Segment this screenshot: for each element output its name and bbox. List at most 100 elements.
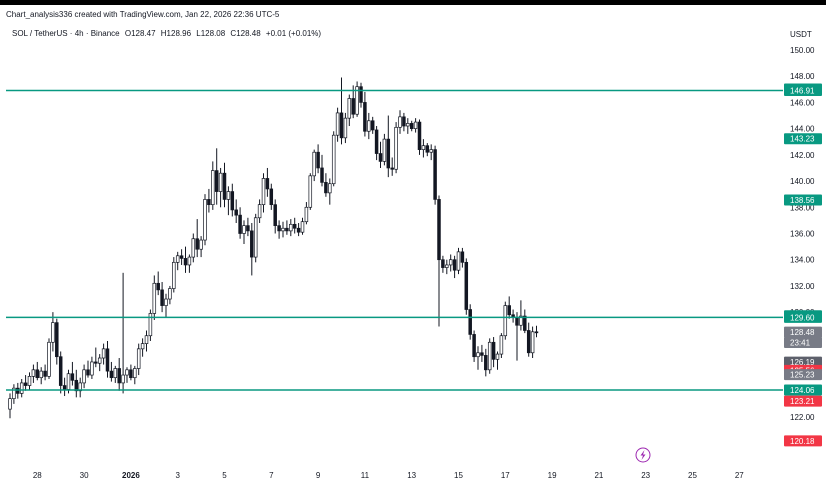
candle-body	[47, 341, 51, 377]
candle	[320, 154, 324, 187]
candle-body	[335, 112, 340, 136]
candle	[82, 364, 86, 389]
candle	[211, 161, 215, 210]
candle	[31, 364, 36, 383]
price-tick: 122.00	[790, 413, 815, 422]
candle	[136, 343, 141, 376]
date-tick: 11	[361, 471, 370, 480]
candle-body	[51, 322, 55, 343]
ohlc-high: H128.96	[160, 29, 192, 38]
candle	[222, 162, 227, 208]
price-label-text: 143.23	[790, 135, 815, 144]
candle-body	[347, 98, 352, 119]
candle-body	[491, 341, 496, 360]
candle	[214, 148, 219, 205]
price-label-text: 128.48	[790, 328, 815, 337]
symbol-title[interactable]: SOL / TetherUS · 4h · Binance	[12, 29, 120, 38]
candle-body	[429, 149, 433, 153]
candle-body	[101, 348, 106, 359]
candle	[328, 178, 332, 205]
price-label: 143.23	[784, 133, 822, 145]
candle	[445, 259, 449, 275]
candle-body	[242, 225, 246, 234]
candle-body	[133, 368, 137, 379]
date-tick: 13	[407, 471, 416, 480]
candle	[160, 281, 164, 313]
candle	[409, 120, 414, 132]
candle-body	[187, 256, 192, 266]
candle	[382, 133, 387, 166]
candle-body	[269, 188, 274, 206]
candle-body	[437, 199, 441, 261]
candle	[172, 257, 176, 293]
candle	[156, 271, 160, 296]
candle	[121, 272, 125, 394]
candle	[16, 382, 20, 399]
candle-body	[238, 214, 242, 234]
candle	[499, 333, 504, 359]
candle-body	[374, 129, 379, 154]
candle-body	[406, 123, 410, 127]
candle-body	[222, 172, 227, 200]
candle-body	[78, 382, 82, 392]
candle	[370, 116, 375, 134]
candle	[207, 188, 211, 213]
candle-body	[480, 352, 484, 356]
date-tick: 25	[688, 471, 697, 480]
time-axis[interactable]: 28 30 2026 3 5 7 9 11 13 15 17 19 21 23 25 27	[33, 471, 744, 480]
price-tick: 148.00	[790, 72, 815, 81]
candle-body	[382, 138, 387, 162]
candle-body	[160, 289, 164, 306]
candle-body	[273, 204, 277, 226]
price-label-text: 120.18	[790, 437, 815, 446]
candle	[292, 217, 297, 234]
candle	[133, 365, 137, 385]
date-tick: 2026	[122, 471, 140, 480]
candle-body	[300, 221, 305, 233]
price-tick: 136.00	[790, 229, 815, 238]
candle-body	[82, 369, 86, 384]
candle	[300, 217, 305, 235]
candle	[113, 365, 118, 383]
candle	[355, 81, 359, 117]
candle	[230, 183, 235, 217]
candle	[62, 377, 67, 397]
candle	[105, 340, 110, 378]
candle	[175, 251, 180, 271]
candle-body	[211, 170, 215, 206]
date-tick: 28	[33, 471, 42, 480]
candle-body	[105, 348, 110, 372]
candle	[394, 122, 398, 174]
date-tick: 27	[735, 471, 744, 480]
date-tick: 7	[269, 471, 274, 480]
candle-body	[487, 341, 492, 371]
date-tick: 21	[594, 471, 603, 480]
price-tick: 144.00	[790, 125, 815, 134]
candle-body	[390, 167, 394, 170]
lightning-icon[interactable]	[635, 447, 651, 463]
candle-body	[507, 305, 511, 316]
candle-body	[226, 191, 231, 200]
candle	[308, 173, 313, 210]
candle-body	[530, 331, 535, 354]
candle-body	[156, 282, 160, 291]
candle-body	[296, 227, 301, 233]
price-label: 126.19	[784, 356, 822, 368]
candle-body	[324, 182, 328, 194]
candle	[195, 219, 199, 258]
candle-body	[398, 116, 402, 128]
candle-body	[129, 369, 133, 379]
candle	[530, 326, 535, 359]
candle-body	[117, 368, 121, 384]
candle-body	[328, 183, 332, 194]
candle-body	[460, 251, 465, 263]
candle-body	[43, 370, 47, 377]
date-tick: 23	[641, 471, 650, 480]
candle-body	[86, 369, 90, 376]
candle-body	[499, 335, 504, 355]
candle-body	[195, 238, 199, 250]
price-label: 23:41	[784, 337, 822, 349]
candle-body	[448, 259, 453, 266]
candle	[19, 378, 24, 398]
